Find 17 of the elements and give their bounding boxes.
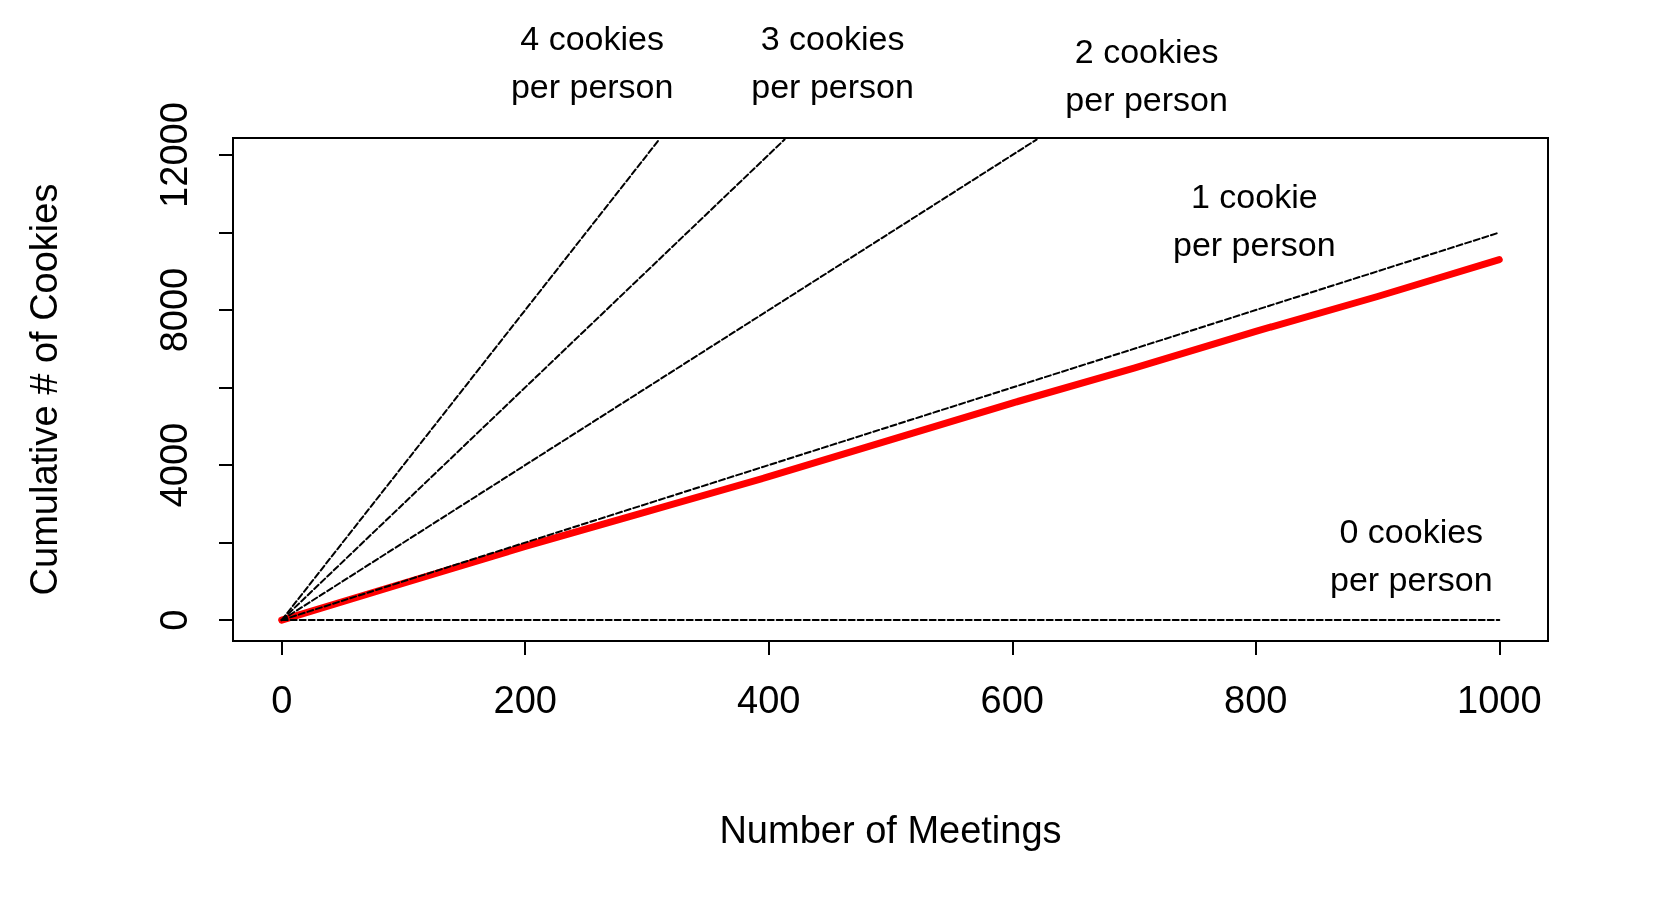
series-label: 4 cookies per person — [510, 18, 674, 105]
x-tick-label: 800 — [1224, 679, 1288, 721]
series-label: 2 cookies per person — [1065, 31, 1228, 118]
x-tick-label: 600 — [980, 679, 1044, 721]
x-tick-label: 0 — [271, 679, 293, 721]
series-label: 1 cookie per person — [1173, 176, 1336, 263]
y-tick-label: 0 — [153, 609, 195, 631]
series-label: 3 cookies per person — [751, 18, 914, 105]
x-tick-label: 1000 — [1457, 679, 1542, 721]
y-tick-label: 8000 — [153, 267, 195, 353]
y-tick-label: 4000 — [153, 422, 195, 508]
y-tick-label: 12000 — [153, 102, 195, 208]
x-tick-label: 200 — [493, 679, 557, 721]
x-tick-label: 400 — [737, 679, 801, 721]
x-axis-title: Number of Meetings — [719, 809, 1062, 851]
y-axis-title: Cumulative # of Cookies — [23, 183, 65, 596]
series-label: 0 cookies per person — [1330, 512, 1493, 599]
